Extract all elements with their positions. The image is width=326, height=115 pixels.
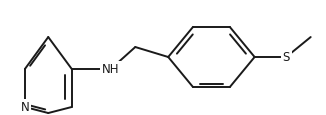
Text: N: N (21, 101, 29, 114)
Text: S: S (283, 51, 290, 64)
Text: NH: NH (102, 63, 120, 76)
